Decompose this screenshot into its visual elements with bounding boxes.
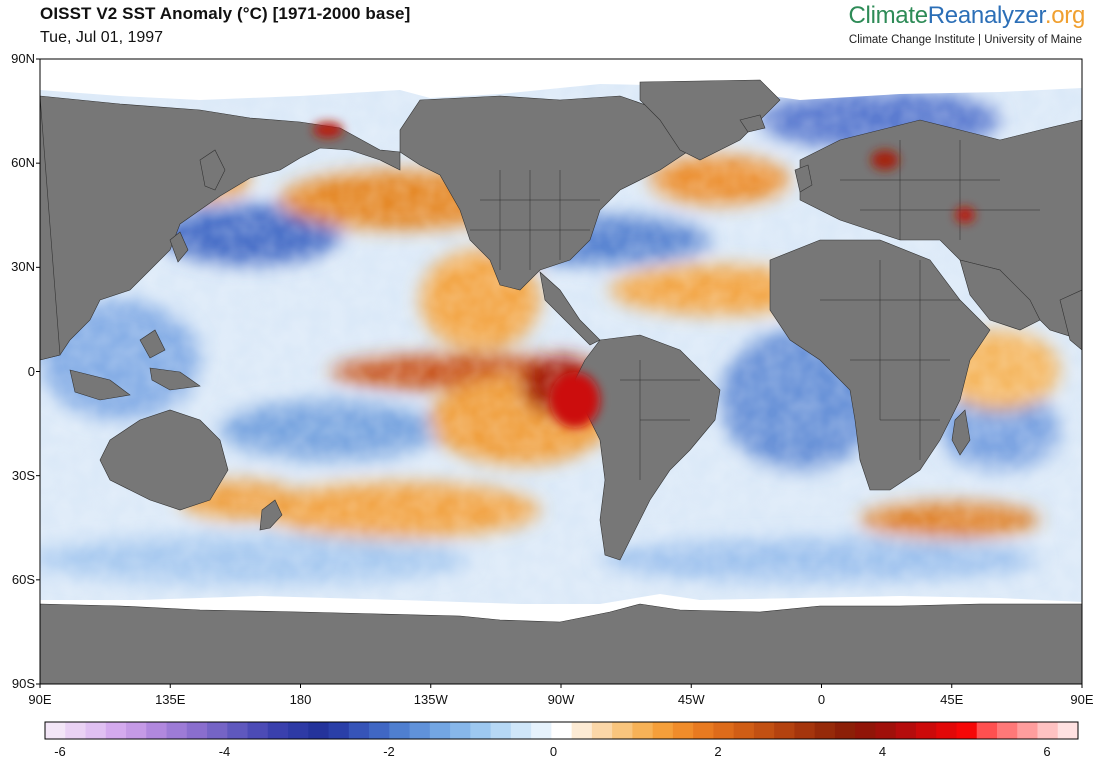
lon-tick-label: 135W bbox=[413, 692, 448, 707]
chart-title: OISST V2 SST Anomaly (°C) [1971-2000 bas… bbox=[40, 4, 411, 23]
lon-tick-label: 90W bbox=[547, 692, 575, 707]
arctic-ice bbox=[40, 59, 1082, 100]
colorbar-tick-label: 2 bbox=[714, 744, 722, 759]
colorbar-tick-label: -4 bbox=[218, 744, 231, 759]
lat-tick-label: 90N bbox=[11, 51, 35, 66]
lon-tick-label: 90E bbox=[28, 692, 52, 707]
lat-tick-label: 60N bbox=[11, 155, 35, 171]
lon-tick-label: 90E bbox=[1070, 692, 1094, 707]
brand-reanalyzer: Reanalyzer bbox=[927, 2, 1045, 29]
brand-subtitle: Climate Change Institute | University of… bbox=[848, 34, 1082, 46]
lat-tick-label: 90S bbox=[11, 676, 35, 691]
lon-tick-label: 45E bbox=[940, 692, 964, 707]
hot-spots bbox=[313, 122, 975, 428]
brand-climate: Climate bbox=[848, 2, 929, 29]
lat-tick-label: 60S bbox=[11, 571, 35, 587]
colorbar-tick-label: 0 bbox=[549, 744, 558, 759]
date-label: Tue, Jul 01, 1997 bbox=[40, 29, 164, 46]
country-borders bbox=[470, 140, 1040, 480]
lon-tick-label: 0 bbox=[817, 692, 826, 707]
lat-tick-label: 0 bbox=[27, 363, 35, 379]
lon-tick-label: 135E bbox=[155, 692, 186, 707]
brand-org: .org bbox=[1044, 2, 1085, 29]
colorbar-tick-label: -2 bbox=[383, 744, 395, 759]
colorbar-tick-label: 4 bbox=[878, 744, 887, 759]
axis-ticks bbox=[36, 58, 1083, 688]
brand-logo[interactable]: ClimateReanalyzer.org bbox=[849, 2, 1086, 30]
colorbar-tick-label: 6 bbox=[1043, 744, 1051, 759]
lon-tick-label: 45W bbox=[677, 692, 705, 707]
lat-tick-label: 30S bbox=[11, 467, 35, 483]
colorbar-tick-label: -6 bbox=[54, 744, 66, 759]
lat-tick-label: 30N bbox=[11, 259, 35, 275]
lon-tick-label: 180 bbox=[289, 692, 312, 707]
